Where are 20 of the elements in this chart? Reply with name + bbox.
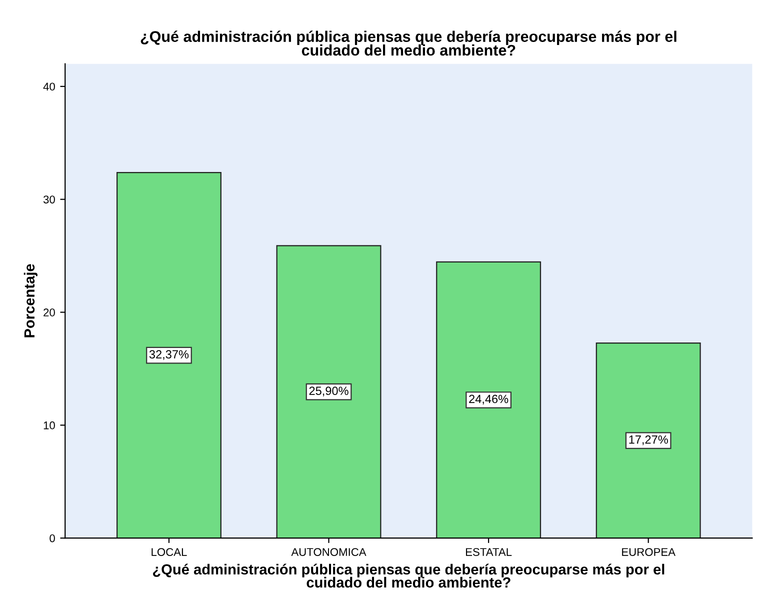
y-axis-title: Porcentaje (24, 264, 38, 338)
y-tick-label: 20 (44, 308, 55, 316)
data-label: 25,90% (309, 386, 348, 396)
data-label: 17,27% (629, 435, 668, 446)
bar (596, 342, 701, 538)
x-axis-title: ¿Qué administración pública piensas que debería preocuparse más por el cuidado del medio ambiente? (152, 564, 664, 588)
x-tick-label: ESTATAL (466, 548, 512, 556)
data-label: 24,46% (469, 394, 508, 405)
y-tick-label: 30 (43, 196, 55, 204)
x-tick-label: LOCAL (152, 548, 187, 556)
y-tick-label: 10 (44, 421, 55, 430)
x-tick-label: EUROPEA (622, 548, 676, 556)
x-tick-label: AUTONOMICA (291, 548, 366, 556)
data-label: 32,37% (149, 350, 189, 360)
bar (116, 172, 222, 538)
y-tick-label: 40 (43, 82, 55, 91)
bar (436, 261, 542, 538)
y-tick-label: 0 (50, 534, 55, 542)
chart-title: ¿Qué administración pública piensas que debería preocuparse más por el cuidado del medio ambiente? (140, 30, 676, 56)
bar (276, 245, 382, 538)
